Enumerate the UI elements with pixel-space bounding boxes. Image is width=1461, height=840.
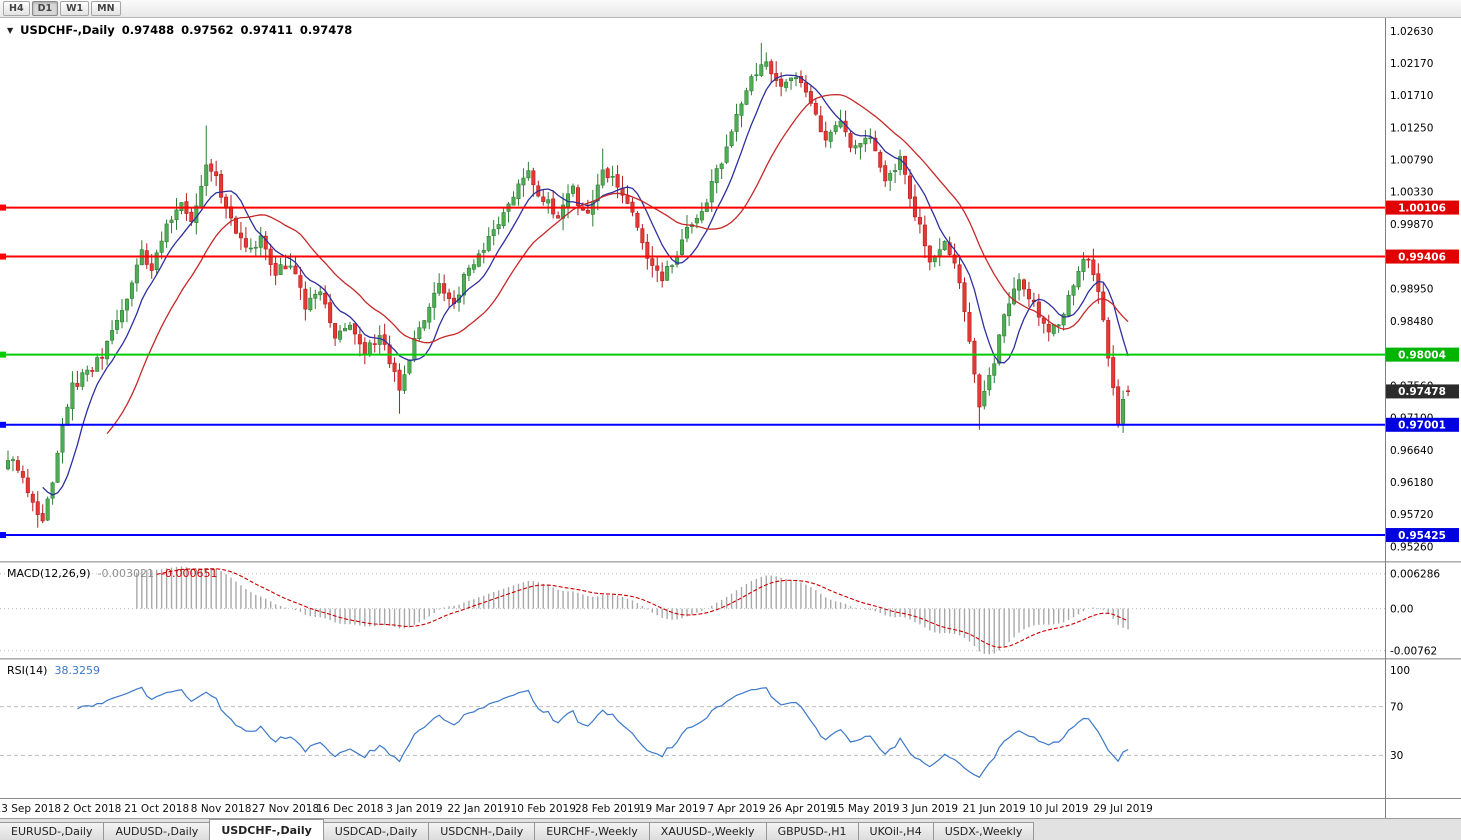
rsi-canvas[interactable]: 100 70 30: [0, 660, 1461, 796]
date-tick-label: 10 Feb 2019: [510, 803, 576, 815]
hline-handle[interactable]: [0, 421, 6, 428]
date-tick-label: 16 Dec 2018: [316, 803, 384, 815]
price-axis-label: 1.00790: [1390, 155, 1433, 167]
timeframe-button-w1[interactable]: W1: [60, 1, 90, 16]
chart-tab-usdcnh-daily[interactable]: USDCNH-,Daily: [428, 822, 536, 840]
chart-tabs-bar: EURUSD-,Daily AUDUSD-,Daily USDCHF-,Daily U…: [0, 818, 1461, 840]
date-tick-label: 29 Jul 2019: [1093, 803, 1153, 815]
chart-tab-gbpusd-h1[interactable]: GBPUSD-,H1: [765, 822, 859, 840]
chart-tab-usdcad-daily[interactable]: USDCAD-,Daily: [322, 822, 430, 840]
date-tick-label: 27 Nov 2018: [251, 803, 320, 815]
rsi-line[interactable]: [77, 686, 1129, 778]
date-tick-label: 3 Jun 2019: [901, 803, 959, 815]
candlestick-series: [6, 42, 1131, 528]
price-axis-label: 0.98950: [1390, 283, 1433, 295]
hline-handle[interactable]: [0, 351, 6, 358]
chart-tab-eurchf-weekly[interactable]: EURCHF-,Weekly: [534, 822, 650, 840]
svg-text:0.99406: 0.99406: [1398, 251, 1446, 263]
timeframe-button-h4[interactable]: H4: [3, 1, 30, 16]
price-chart-panel[interactable]: 1.02630 1.02170 1.01710 1.01250 1.00790 1.003…: [0, 18, 1461, 561]
svg-text:0.95425: 0.95425: [1398, 530, 1446, 542]
chart-dropdown-icon[interactable]: ▼: [7, 25, 14, 35]
svg-text:0.98004: 0.98004: [1398, 349, 1446, 361]
macd-signal-line[interactable]: [156, 568, 1129, 648]
price-axis-label: 0.98480: [1390, 316, 1433, 328]
macd-panel[interactable]: 0.006286 0.00 -0.00762 MACD(12,26,9) -0.00…: [0, 563, 1461, 658]
date-tick-label: 21 Jun 2019: [962, 803, 1026, 815]
date-tick-label: 13 Sep 2018: [0, 803, 62, 815]
price-axis-label: 1.02170: [1390, 58, 1433, 70]
price-badge-0.97001: [1386, 417, 1459, 432]
ma-slow-line[interactable]: [106, 93, 1129, 435]
price-badge-0.95425: [1386, 528, 1459, 543]
rsi-axis-label: 100: [1390, 665, 1410, 677]
timeframe-button-mn[interactable]: MN: [91, 1, 121, 16]
time-axis[interactable]: 13 Sep 2018 2 Oct 2018 21 Oct 2018 8 Nov 20…: [0, 798, 1461, 818]
rsi-panel[interactable]: 100 70 30 RSI(14) 38.3259: [0, 660, 1461, 796]
svg-text:1.00106: 1.00106: [1398, 202, 1446, 214]
price-axis-label: 0.96640: [1390, 445, 1433, 457]
date-tick-label: 3 Jan 2019: [386, 803, 443, 815]
chart-tab-eurusd-daily[interactable]: EURUSD-,Daily: [0, 822, 105, 840]
price-axis-label: 1.02630: [1390, 26, 1433, 38]
panel-splitter[interactable]: [0, 658, 1461, 660]
hline-handle[interactable]: [0, 532, 6, 539]
date-tick-label: 19 Mar 2019: [638, 803, 706, 815]
price-axis-label: 0.99870: [1390, 219, 1433, 231]
price-axis-divider: [1385, 18, 1386, 818]
price-axis-label: 0.96180: [1390, 477, 1433, 489]
hline-handle[interactable]: [0, 204, 6, 211]
chart-tab-xauusd-weekly[interactable]: XAUUSD-,Weekly: [648, 822, 767, 840]
price-badge-0.98004: [1386, 347, 1459, 362]
price-axis-label: 0.95720: [1390, 509, 1433, 521]
current-price-badge: [1386, 384, 1459, 399]
date-tick-label: 7 Apr 2019: [707, 803, 766, 815]
chart-tab-usdx-weekly[interactable]: USDX-,Weekly: [932, 822, 1035, 840]
price-badge-0.99406: [1386, 249, 1459, 264]
rsi-axis-label: 30: [1390, 750, 1403, 762]
macd-canvas[interactable]: 0.006286 0.00 -0.00762: [0, 563, 1461, 658]
chart-tab-audusd-daily[interactable]: AUDUSD-,Daily: [103, 822, 211, 840]
date-tick-label: 10 Jul 2019: [1028, 803, 1089, 815]
date-tick-label: 26 Apr 2019: [768, 803, 834, 815]
timeframe-toolbar: H4 D1 W1 MN: [0, 0, 1461, 18]
price-axis-label: 1.01250: [1390, 122, 1433, 134]
svg-text:0.97478: 0.97478: [1398, 386, 1446, 398]
timeframe-button-d1[interactable]: D1: [31, 1, 59, 16]
price-axis-label: 1.00330: [1390, 187, 1433, 199]
date-tick-label: 21 Oct 2018: [124, 803, 190, 815]
macd-histogram: [136, 566, 1129, 655]
macd-axis-label: 0.006286: [1390, 569, 1440, 581]
ma-fast-line[interactable]: [42, 74, 1129, 496]
price-axis-label: 1.01710: [1390, 90, 1433, 102]
chart-tab-usdchf-daily[interactable]: USDCHF-,Daily: [209, 819, 324, 840]
chart-tab-ukoil-h4[interactable]: UKOil-,H4: [857, 822, 934, 840]
hline-handle[interactable]: [0, 253, 6, 260]
svg-text:0.97001: 0.97001: [1398, 420, 1446, 432]
panel-splitter[interactable]: [0, 561, 1461, 563]
price-badge-1.00106: [1386, 200, 1459, 215]
date-tick-label: 8 Nov 2018: [190, 803, 252, 815]
main-chart-canvas[interactable]: 1.02630 1.02170 1.01710 1.01250 1.00790 1.003…: [0, 18, 1461, 561]
macd-axis-label: 0.00: [1390, 603, 1413, 615]
rsi-axis-label: 70: [1390, 701, 1403, 713]
date-tick-label: 22 Jan 2019: [447, 803, 511, 815]
date-tick-label: 15 May 2019: [831, 803, 900, 815]
price-axis-label: 0.95260: [1390, 541, 1433, 553]
date-tick-label: 28 Feb 2019: [574, 803, 641, 815]
macd-axis-label: -0.00762: [1390, 646, 1437, 658]
date-tick-label: 2 Oct 2018: [63, 803, 122, 815]
